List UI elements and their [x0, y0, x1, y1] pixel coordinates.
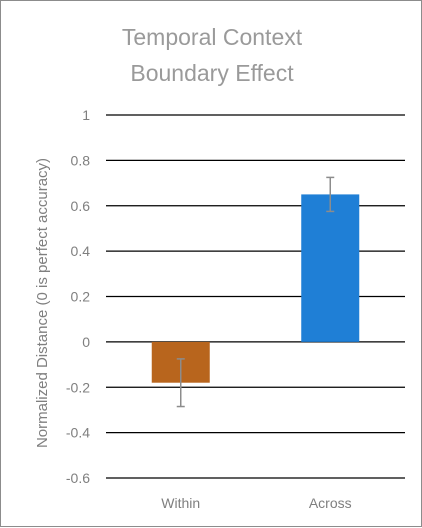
y-tick-label: 0.4: [71, 243, 91, 259]
error-bar-across: [326, 176, 335, 213]
y-tick-label: 0.8: [71, 152, 91, 168]
bars: [151, 194, 360, 383]
x-tick-label: Across: [309, 495, 352, 511]
y-tick-label: -0.4: [66, 425, 90, 441]
bar-across: [301, 194, 360, 342]
y-tick-label: 0: [82, 334, 90, 350]
chart-title-line-2: Boundary Effect: [130, 60, 294, 86]
error-bars: [176, 176, 335, 408]
gridlines: [106, 114, 405, 479]
chart-title-line-1: Temporal Context: [122, 24, 303, 50]
x-tick-label: Within: [161, 495, 200, 511]
error-bar-within: [176, 358, 185, 408]
y-tick-label: 0.2: [71, 289, 91, 305]
x-axis-tick-labels: Within Across: [161, 495, 351, 511]
y-tick-label: 0.6: [71, 198, 91, 214]
y-tick-label: -0.6: [66, 470, 90, 486]
y-tick-label: -0.2: [66, 379, 90, 395]
y-axis-title: Normalized Distance (0 is perfect accura…: [34, 158, 51, 448]
y-axis-tick-labels: 1 0.8 0.6 0.4 0.2 0 -0.2 -0.4 -0.6: [66, 107, 90, 486]
y-tick-label: 1: [82, 107, 90, 123]
